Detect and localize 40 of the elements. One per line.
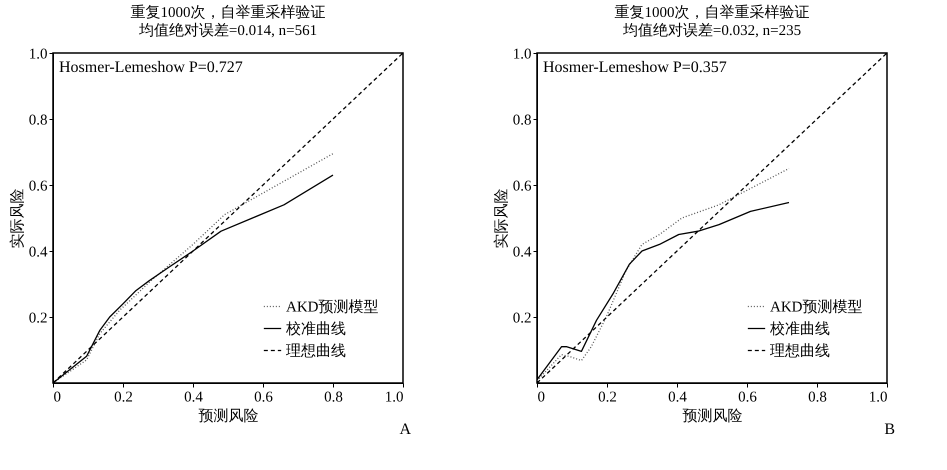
x-tick-label: 0.2 xyxy=(114,390,133,406)
y-axis-title: 实际风险 xyxy=(492,188,510,248)
x-tick-label: 0.2 xyxy=(598,390,617,406)
chart-subtitle: 均值绝对误差=0.032, n=235 xyxy=(622,22,802,39)
y-tick-label: 0.2 xyxy=(512,310,532,326)
text: B xyxy=(884,421,895,438)
y-tick-label: 1.0 xyxy=(512,46,532,62)
x-tick-label: 0.8 xyxy=(324,390,343,406)
y-axis-title: 实际风险 xyxy=(8,188,26,248)
y-tick-label: 1.0 xyxy=(28,46,48,62)
annotation: Hosmer-Lemeshow P=0.727 xyxy=(59,59,243,76)
y-tick-label: 0.4 xyxy=(28,244,48,260)
x-tick-label: 0.6 xyxy=(254,390,274,406)
text: A xyxy=(399,421,412,438)
chart-title: 重复1000次，自举重采样验证 xyxy=(614,4,810,21)
annotation: Hosmer-Lemeshow P=0.357 xyxy=(543,59,727,76)
x-tick-label: 0 xyxy=(54,390,61,406)
x-tick-label: 0.4 xyxy=(668,390,688,406)
legend-label: 校准曲线 xyxy=(285,320,346,338)
x-axis-title: 预测风险 xyxy=(198,408,258,424)
x-tick-label: 0.6 xyxy=(738,390,758,406)
x-tick-label: 0.8 xyxy=(808,390,827,406)
y-tick-label: 0.2 xyxy=(28,310,48,326)
legend-label: 理想曲线 xyxy=(770,342,830,360)
x-tick-label: 1.0 xyxy=(868,390,888,406)
legend-label: AKD预测模型 xyxy=(770,298,862,316)
x-tick-label: 1.0 xyxy=(384,390,404,406)
legend-label: 校准曲线 xyxy=(769,320,830,338)
x-tick-label: 0.4 xyxy=(184,390,204,406)
y-tick-label: 0.6 xyxy=(28,178,48,194)
y-tick-label: 0.4 xyxy=(512,244,532,260)
y-tick-label: 0.8 xyxy=(28,112,48,128)
chart-subtitle: 均值绝对误差=0.014, n=561 xyxy=(138,22,318,39)
chart-title: 重复1000次，自举重采样验证 xyxy=(130,4,326,21)
x-tick-label: 0 xyxy=(538,390,545,406)
legend-label: 理想曲线 xyxy=(286,342,346,360)
y-tick-label: 0.6 xyxy=(512,178,532,194)
y-tick-label: 0.8 xyxy=(512,112,532,128)
legend-label: AKD预测模型 xyxy=(286,298,378,316)
x-axis-title: 预测风险 xyxy=(682,408,742,424)
